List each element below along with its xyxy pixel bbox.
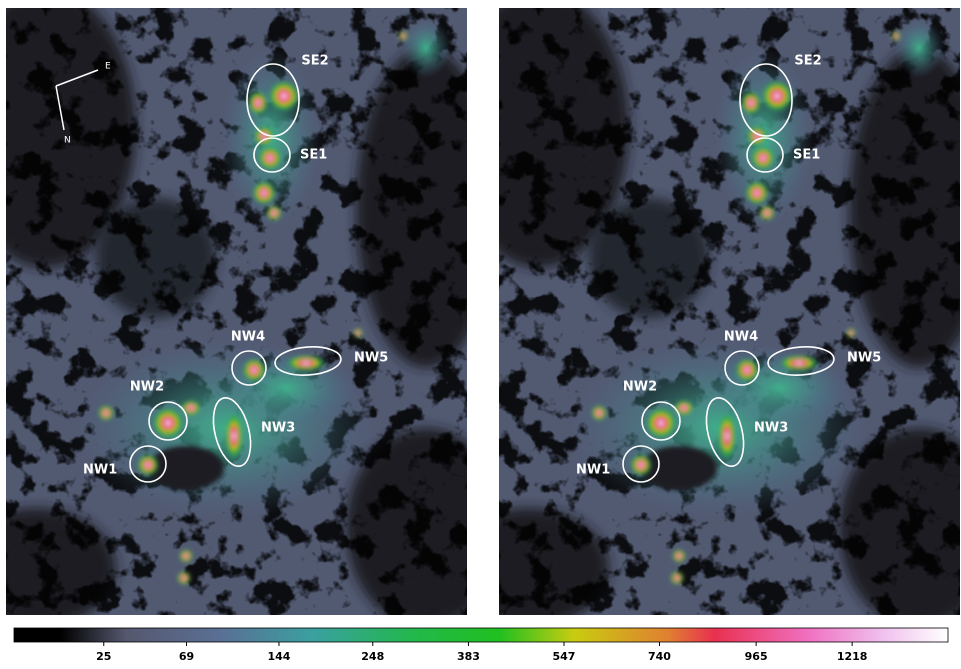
region-label: NW2 [623, 380, 657, 395]
region-label: SE1 [300, 148, 327, 163]
region-label: NW3 [261, 421, 295, 436]
region-label: NW1 [576, 463, 610, 478]
compass-label: E [105, 62, 111, 72]
region-label: SE2 [794, 54, 821, 69]
colorbar-tick-label: 383 [457, 650, 480, 663]
figure: SE2 SE1 NW4 NW5 NW2 NW3 NW1 SE2 SE1 NW4 NW5 NW2 NW3… [0, 0, 961, 665]
region-label: NW1 [83, 463, 117, 478]
region-label: NW3 [754, 421, 788, 436]
colorbar-tick-label: 547 [553, 650, 576, 663]
region-label: SE1 [793, 148, 820, 163]
colorbar-tick-label: 965 [745, 650, 768, 663]
colorbar-tick-label: 248 [361, 650, 384, 663]
image-panel: SE2 SE1 NW4 NW5 NW2 NW3 NW1 [0, 0, 506, 628]
colorbar [14, 628, 948, 642]
region-label: NW4 [231, 330, 265, 345]
colorbar-tick-label: 740 [648, 650, 671, 663]
colorbar-tick-label: 69 [179, 650, 194, 663]
colorbar-tick-label: 144 [267, 650, 290, 663]
region-label: SE2 [301, 54, 328, 69]
image-panel: SE2 SE1 NW4 NW5 NW2 NW3 NW1 [449, 0, 961, 628]
compass-label: N [64, 136, 71, 146]
colorbar-tick-label: 25 [96, 650, 111, 663]
region-label: NW5 [354, 351, 388, 366]
region-label: NW2 [130, 380, 164, 395]
region-label: NW5 [847, 351, 881, 366]
colorbar-tick-label: 1218 [837, 650, 868, 663]
region-label: NW4 [724, 330, 758, 345]
